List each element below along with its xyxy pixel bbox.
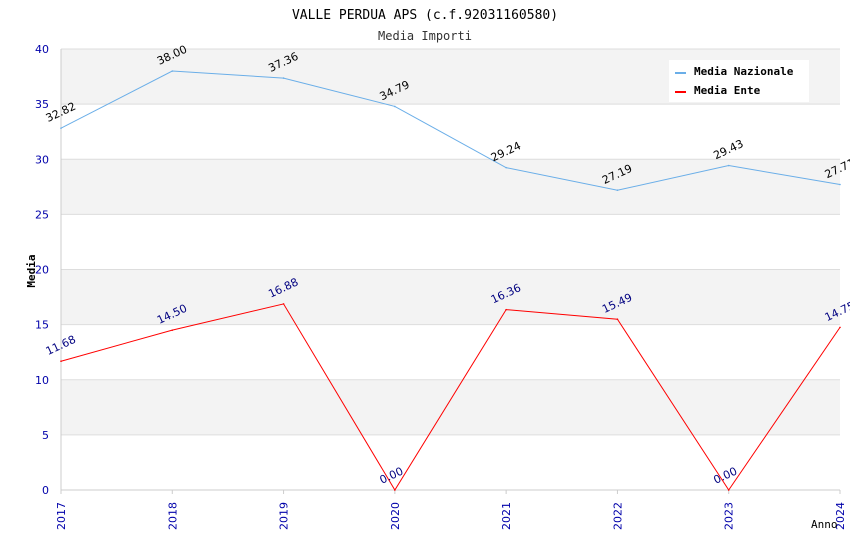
x-axis-ticks: 2017 2018 2019 2020 2021 2022 2023 2024	[55, 490, 847, 530]
y-tick-label: 10	[35, 374, 49, 387]
x-tick-label: 2022	[611, 502, 624, 530]
data-point	[839, 183, 841, 186]
data-point	[282, 77, 285, 79]
data-point	[60, 360, 62, 363]
series-line-media-nazionale	[60, 70, 841, 191]
data-point	[616, 189, 619, 192]
chart-subtitle: Media Importi	[378, 29, 472, 43]
y-tick-label: 35	[35, 98, 49, 111]
x-tick-label: 2017	[55, 502, 68, 530]
series-line-media-ente	[60, 303, 841, 491]
legend-label-media-nazionale: Media Nazionale	[694, 65, 794, 78]
x-tick-label: 2018	[166, 502, 179, 530]
data-point	[282, 303, 285, 305]
y-tick-label: 5	[42, 429, 49, 442]
data-point	[839, 326, 841, 329]
plot-background	[61, 49, 840, 490]
x-tick-label: 2023	[723, 502, 736, 530]
x-tick-label: 2021	[500, 502, 513, 530]
x-tick-label: 2024	[834, 502, 847, 530]
y-tick-label: 15	[35, 319, 49, 332]
plot-band	[61, 379, 840, 435]
data-point	[171, 70, 174, 72]
y-tick-label: 30	[35, 153, 49, 166]
data-point	[505, 166, 507, 169]
data-point	[727, 489, 730, 491]
y-tick-label: 25	[35, 208, 49, 221]
data-point	[616, 318, 619, 321]
data-point	[505, 308, 507, 311]
data-point	[171, 329, 174, 331]
chart-title: VALLE PERDUA APS (c.f.92031160580)	[292, 8, 558, 23]
x-tick-label: 2019	[278, 502, 291, 530]
data-point	[394, 489, 396, 491]
y-axis-ticks: 0 5 10 15 20 25 30 35 40	[35, 43, 49, 497]
legend-box	[669, 60, 809, 102]
plot-band	[61, 159, 840, 215]
legend: Media Nazionale Media Ente	[669, 60, 809, 102]
y-tick-label: 0	[42, 484, 49, 497]
x-tick-label: 2020	[389, 502, 402, 530]
plot-band	[61, 214, 840, 270]
data-point	[60, 127, 62, 129]
axes	[60, 49, 840, 491]
plot-band	[61, 324, 840, 380]
data-point	[727, 164, 730, 167]
y-tick-label: 40	[35, 43, 49, 56]
plot-band	[61, 104, 840, 160]
legend-label-media-ente: Media Ente	[694, 84, 761, 97]
y-tick-label: 20	[35, 264, 49, 277]
plot-band	[61, 269, 840, 325]
y-axis-label: Media	[25, 254, 38, 287]
data-point	[394, 105, 396, 108]
x-axis-label: Anno	[811, 518, 838, 531]
